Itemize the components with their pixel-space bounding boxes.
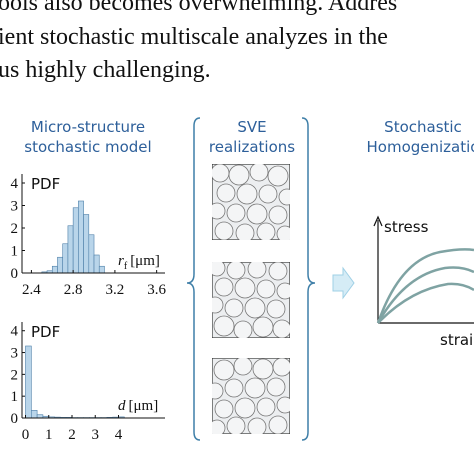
bar [57,256,64,274]
bar [31,410,38,419]
axis-label: stress [384,218,429,236]
panel-title: Stochastic [384,118,462,136]
bar [88,234,95,274]
bar [78,200,84,274]
x-axis-label-part: d [118,398,126,414]
paragraph-line: ools also becomes overwhelming. Addres [0,0,397,16]
x-tick-label: 2 [68,427,76,443]
x-tick-label: 2.4 [22,282,41,298]
stress-strain-plot: stress strai [373,215,474,349]
bar [98,265,105,274]
x-axis-label-part: f [124,261,128,272]
x-axis-label: rf [μm] [118,253,160,272]
brace [186,117,201,441]
bar [83,214,90,274]
panel-title: realizations [209,138,295,156]
curve [377,282,474,324]
panel-title: stochastic model [24,138,151,156]
y-axis-label: PDF [31,175,60,193]
y-tick-label: 0 [11,411,19,427]
y-tick-label: 1 [11,244,19,260]
x-tick-label: 3.6 [147,282,166,298]
y-tick-label: 3 [11,346,19,362]
paragraph-line: ient stochastic multiscale analyzes in t… [0,24,388,50]
sve-image [212,358,290,434]
sve-image [212,164,290,240]
bar [51,265,58,274]
x-tick-label: 0 [22,427,30,443]
arrow-head [373,215,383,227]
y-tick-label: 4 [11,176,19,192]
x-axis-label: d [μm] [118,398,158,414]
paragraph-line: us highly challenging. [0,57,211,83]
curve [376,248,474,324]
y-tick-label: 2 [11,221,19,237]
x-tick-label: 3.2 [106,282,125,298]
bar [62,243,69,274]
curve [376,266,474,324]
sve-image [212,262,290,338]
x-axis-label-part: [μm] [130,253,160,269]
panel-title: Homogenizatio [367,138,474,156]
brace [301,117,316,441]
bar [93,254,100,274]
y-tick-label: 1 [11,389,19,405]
y-tick-label: 2 [11,367,19,383]
x-tick-label: 3 [91,427,99,443]
arrow [332,266,355,300]
axis-label: strai [440,331,473,349]
x-axis-label-part: [μm] [129,398,159,414]
panel-title: SVE [237,118,266,136]
x-tick-label: 4 [115,427,123,443]
x-tick-label: 1 [45,427,53,443]
x-tick-label: 2.8 [64,282,83,298]
bar [67,225,74,274]
y-tick-label: 0 [11,266,19,282]
y-tick-label: 3 [11,199,19,215]
bar [72,207,79,274]
y-axis-label: PDF [31,323,60,341]
x-axis-label-part: r [118,253,124,269]
bar [25,345,32,419]
panel-title: Micro-structure [31,118,145,136]
y-tick-label: 4 [11,324,19,340]
